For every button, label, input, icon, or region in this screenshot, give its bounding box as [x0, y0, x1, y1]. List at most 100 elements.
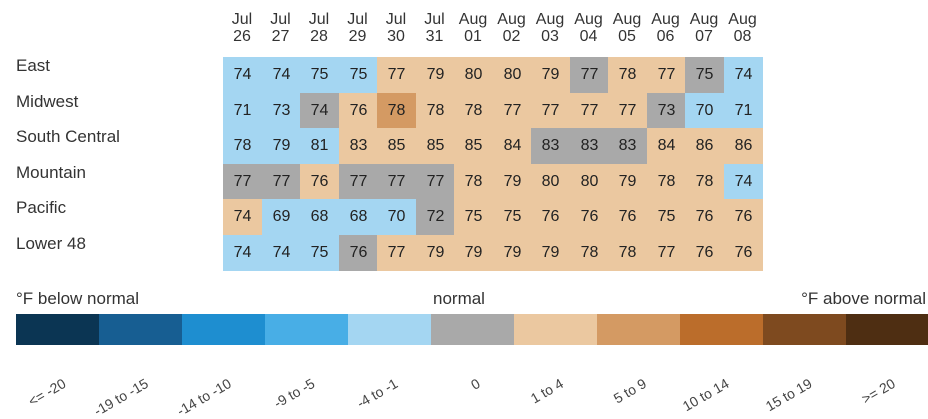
date-header: Jul 29 — [339, 11, 377, 45]
heatmap-cell: 78 — [416, 92, 455, 129]
heatmap-cell: 79 — [531, 57, 570, 93]
heatmap-cell: 72 — [416, 199, 455, 235]
heatmap-cell: 78 — [570, 234, 609, 271]
date-header-day: 27 — [271, 28, 290, 45]
heatmap-cell: 76 — [339, 234, 378, 271]
heatmap-cell: 77 — [416, 163, 455, 200]
heatmap-cell: 83 — [339, 128, 378, 164]
legend-swatch — [99, 314, 182, 345]
heatmap-cell: 85 — [377, 128, 416, 164]
date-header: Aug 02 — [493, 11, 531, 45]
legend-swatch — [431, 314, 514, 345]
legend-bin-label: -14 to -10 — [173, 375, 234, 419]
heatmap-cell: 75 — [493, 199, 532, 235]
heatmap-cell: 84 — [493, 128, 532, 164]
date-header: Jul 26 — [223, 11, 261, 45]
region-label: South Central — [16, 127, 120, 146]
legend-bin-label: 15 to 19 — [762, 375, 815, 415]
heatmap-cell: 78 — [608, 234, 647, 271]
heatmap-cell: 80 — [454, 57, 493, 93]
heatmap-cell: 79 — [262, 128, 301, 164]
heatmap-cell: 79 — [493, 234, 532, 271]
heatmap-cell: 77 — [647, 234, 686, 271]
heatmap-cell: 77 — [608, 92, 647, 129]
heatmap-cell: 76 — [608, 199, 647, 235]
heatmap-cell: 80 — [570, 163, 609, 200]
legend-bin-label: >= 20 — [858, 375, 898, 407]
date-header-month: Jul — [270, 11, 291, 28]
date-header-day: 03 — [541, 28, 559, 45]
legend-swatch — [348, 314, 431, 345]
heatmap-cell: 74 — [724, 57, 763, 93]
region-label: Mountain — [16, 162, 86, 182]
date-header: Aug 06 — [647, 11, 685, 45]
date-header: Aug 05 — [608, 11, 646, 45]
date-header: Aug 08 — [724, 11, 762, 45]
heatmap-cell: 68 — [339, 199, 378, 235]
legend-swatch — [680, 314, 763, 345]
heatmap-cell: 71 — [223, 92, 262, 129]
heatmap-cell: 76 — [531, 199, 570, 235]
legend-bin-label: 1 to 4 — [527, 375, 566, 407]
heatmap-cell: 80 — [531, 163, 570, 200]
heatmap-cell: 78 — [647, 163, 686, 200]
heatmap-cell: 78 — [223, 128, 262, 164]
heatmap-cell: 85 — [454, 128, 493, 164]
heatmap-cell: 77 — [570, 92, 609, 129]
date-header: Aug 07 — [685, 11, 723, 45]
heatmap-cell: 83 — [608, 128, 647, 164]
region-label: Pacific — [16, 198, 67, 217]
date-header-month: Jul — [308, 11, 330, 28]
region-label: Lower 48 — [16, 233, 86, 253]
date-header-month: Aug — [458, 11, 488, 28]
date-header-day: 05 — [618, 28, 636, 45]
legend-bin-label: <= -20 — [24, 375, 68, 410]
heatmap-cell: 79 — [416, 234, 455, 271]
date-header: Jul 27 — [262, 11, 300, 45]
date-header-month: Jul — [231, 11, 253, 28]
heatmap-cell: 70 — [685, 92, 724, 129]
date-header-day: 29 — [348, 28, 367, 45]
heatmap-cell: 74 — [262, 234, 301, 271]
heatmap-cell: 84 — [647, 128, 686, 164]
date-header-day: 02 — [502, 28, 521, 45]
legend-swatch — [16, 314, 99, 345]
heatmap-cell: 76 — [724, 234, 763, 271]
date-header-day: 07 — [695, 28, 713, 45]
legend-swatch — [265, 314, 348, 345]
date-header-month: Aug — [574, 11, 603, 28]
heatmap-cell: 76 — [685, 199, 724, 235]
heatmap-cell: 81 — [300, 128, 339, 164]
heatmap-cell: 78 — [608, 57, 647, 93]
heatmap-cell: 77 — [570, 57, 609, 93]
date-header-day: 06 — [656, 28, 675, 45]
date-header-day: 28 — [310, 28, 328, 45]
heatmap-cell: 77 — [223, 163, 262, 200]
heatmap-cell: 74 — [223, 199, 262, 235]
legend-bin-label: -4 to -1 — [353, 375, 400, 412]
date-header-month: Aug — [612, 11, 642, 28]
legend-bin-label: 0 — [467, 375, 483, 393]
date-header: Aug 01 — [454, 11, 492, 45]
heatmap-cell: 78 — [454, 163, 493, 200]
legend-swatch — [763, 314, 846, 345]
heatmap-cell: 75 — [647, 199, 686, 235]
legend-swatch — [514, 314, 597, 345]
heatmap-cell: 68 — [300, 199, 339, 235]
legend-bin-label: 10 to 14 — [679, 375, 732, 415]
legend-bin-label: -9 to -5 — [270, 375, 317, 412]
heatmap-cell: 79 — [608, 163, 647, 200]
date-header: Aug 03 — [531, 11, 569, 45]
heatmap-cell: 77 — [262, 163, 301, 200]
heatmap-cell: 73 — [262, 92, 301, 129]
heatmap-cell: 73 — [647, 92, 686, 129]
heatmap-cell: 74 — [262, 57, 301, 93]
heatmap-cell: 80 — [493, 57, 532, 93]
region-label: Midwest — [16, 91, 79, 111]
legend-normal-title: normal — [433, 289, 485, 308]
date-header-day: 26 — [233, 28, 251, 45]
heatmap-cell: 86 — [685, 128, 724, 164]
heatmap-cell: 86 — [724, 128, 763, 164]
heatmap-cell: 70 — [377, 199, 416, 235]
